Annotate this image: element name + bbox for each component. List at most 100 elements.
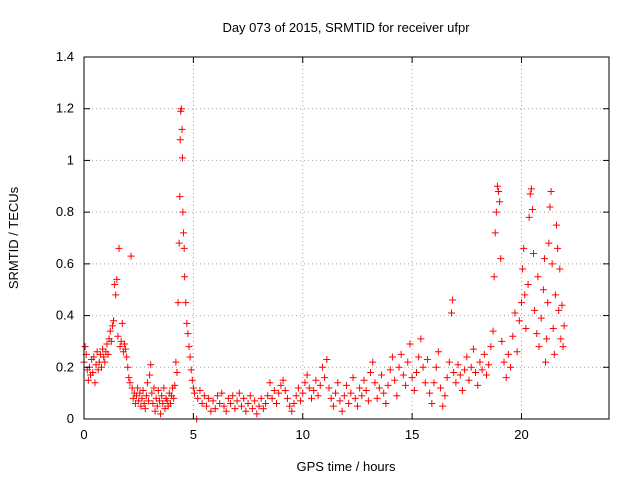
data-point (518, 299, 525, 307)
data-point (175, 239, 183, 247)
data-point (140, 399, 148, 407)
data-point (216, 399, 224, 407)
data-point (145, 397, 153, 405)
data-point (325, 384, 333, 392)
data-point (526, 190, 534, 198)
data-point (318, 363, 326, 371)
data-point (437, 384, 445, 392)
data-point (110, 317, 118, 325)
data-point (146, 371, 154, 379)
data-point (189, 384, 197, 392)
data-point (378, 371, 385, 379)
data-point (364, 397, 372, 405)
data-point (445, 358, 453, 366)
data-point (279, 376, 287, 384)
data-point (185, 343, 193, 351)
data-point (170, 394, 178, 402)
data-point (537, 314, 545, 322)
data-point (417, 335, 425, 343)
data-point (519, 265, 527, 273)
data-point (126, 379, 134, 387)
data-point (521, 291, 529, 299)
data-point (373, 394, 381, 402)
data-point (178, 125, 186, 133)
data-point (397, 350, 405, 358)
data-point (179, 208, 187, 216)
data-point (504, 350, 512, 358)
data-point (150, 384, 158, 392)
data-point (283, 394, 291, 402)
data-point (303, 371, 311, 379)
data-point (489, 327, 497, 335)
data-point (507, 363, 515, 371)
x-axis-label: GPS time / hours (297, 459, 396, 474)
data-point (141, 405, 149, 413)
data-point (251, 397, 259, 405)
data-point (449, 296, 457, 304)
data-point (426, 389, 434, 397)
y-axis-label: SRMTID / TECUs (6, 186, 21, 289)
data-point (452, 379, 460, 387)
data-point (184, 330, 192, 338)
data-point (101, 358, 109, 366)
data-point (124, 363, 132, 371)
data-point (441, 392, 449, 400)
data-point (493, 182, 501, 190)
data-point (209, 397, 217, 405)
data-point (273, 399, 280, 407)
data-point (382, 399, 390, 407)
data-point (286, 402, 294, 410)
data-point (547, 187, 555, 195)
data-point (180, 229, 188, 237)
data-point (122, 345, 130, 353)
data-point (312, 376, 320, 384)
data-point (158, 392, 166, 400)
data-point (430, 379, 438, 387)
data-point (327, 394, 335, 402)
data-point (151, 407, 159, 415)
data-point (550, 350, 558, 358)
data-point (406, 340, 414, 348)
data-point (103, 340, 111, 348)
data-point (177, 105, 185, 113)
data-point (138, 394, 146, 402)
data-point (560, 322, 568, 330)
x-tick-label: 0 (80, 427, 87, 442)
data-point (153, 402, 161, 410)
data-point (454, 361, 462, 369)
data-point (349, 374, 357, 382)
data-point (528, 206, 536, 214)
data-point (524, 281, 532, 289)
data-point (360, 376, 368, 384)
data-point (393, 392, 401, 400)
data-point (556, 265, 564, 273)
data-point (222, 407, 230, 415)
data-point (388, 353, 396, 361)
data-point (270, 387, 278, 395)
data-point (310, 387, 318, 395)
data-point (534, 273, 542, 281)
data-point (358, 392, 366, 400)
data-point (321, 374, 329, 382)
data-point (182, 299, 190, 307)
data-point (531, 306, 539, 314)
data-point (196, 387, 204, 395)
data-point (555, 306, 563, 314)
data-point (294, 384, 302, 392)
data-point (527, 185, 535, 193)
data-point (415, 353, 423, 361)
data-point (520, 244, 528, 252)
data-point (413, 368, 420, 376)
data-point (172, 358, 180, 366)
data-point (399, 371, 407, 379)
data-point (380, 389, 388, 397)
data-point (384, 381, 392, 389)
data-point (557, 335, 565, 343)
data-point (290, 399, 298, 407)
data-point (235, 389, 243, 397)
data-point (203, 402, 210, 410)
data-point (419, 363, 427, 371)
data-point (308, 394, 315, 402)
data-point (114, 332, 122, 340)
data-point (351, 394, 359, 402)
